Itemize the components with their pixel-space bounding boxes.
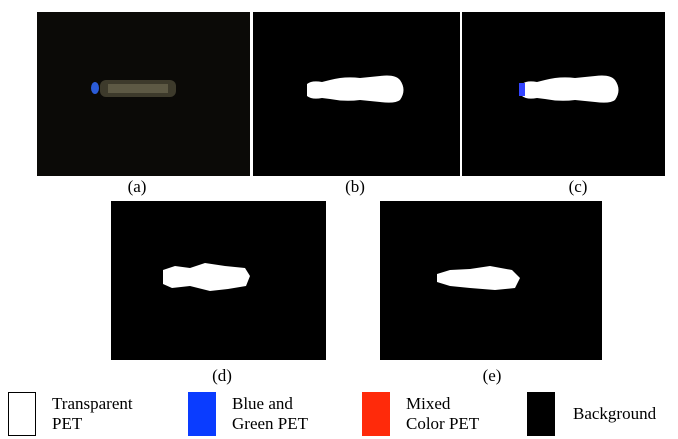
legend-line: PET [52, 414, 133, 434]
legend-swatch [188, 392, 216, 436]
caption: (a) [128, 177, 147, 197]
bottle-photo [91, 80, 176, 97]
legend-line: Background [573, 404, 656, 424]
legend-line: Transparent [52, 394, 133, 414]
legend-line: Blue and [232, 394, 308, 414]
legend-swatch [8, 392, 36, 436]
panels [0, 0, 678, 439]
caption: (b) [345, 177, 365, 197]
caption: (c) [569, 177, 588, 197]
caption: (d) [212, 366, 232, 386]
legend-line: Color PET [406, 414, 479, 434]
mask-d [163, 263, 250, 291]
legend-swatch [362, 392, 390, 436]
caption: (e) [483, 366, 502, 386]
figure: (a) (b) (c) (d) (e) TransparentPET Blue a… [0, 0, 678, 439]
legend-line: Green PET [232, 414, 308, 434]
mask-c-cap [519, 83, 525, 96]
legend-label: Background [573, 404, 656, 424]
legend-line: Mixed [406, 394, 479, 414]
legend-swatch [527, 392, 555, 436]
